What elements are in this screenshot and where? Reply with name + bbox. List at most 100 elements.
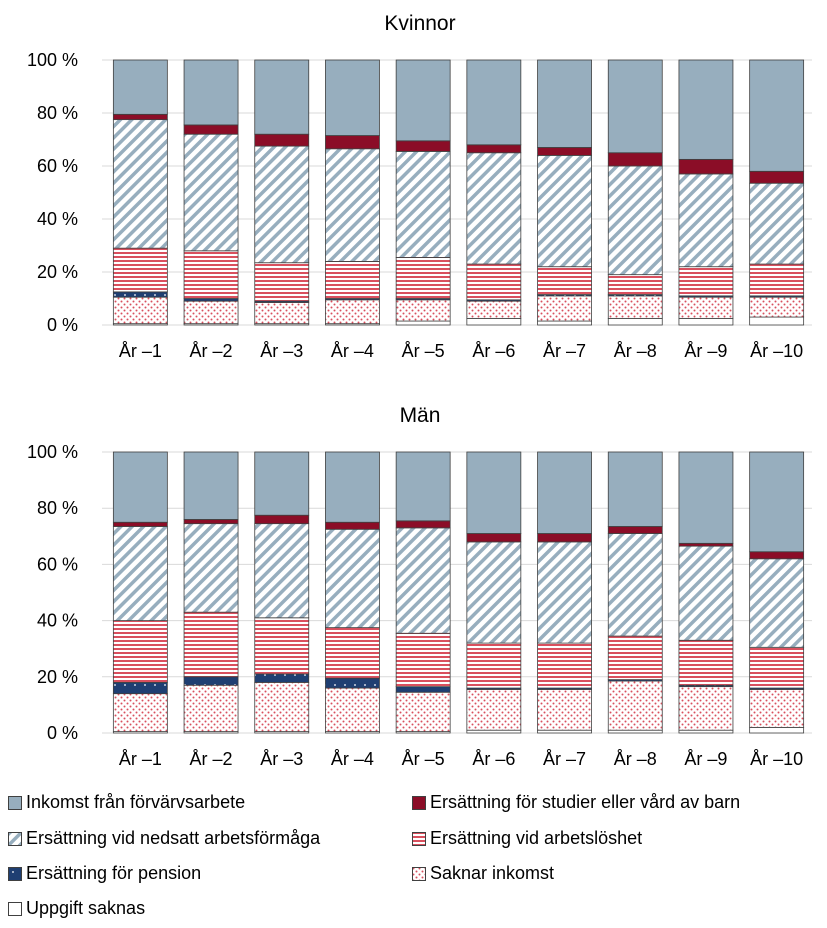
bar-segment-saknar (607, 295, 663, 319)
bar-segment-nedsatt (183, 133, 239, 252)
bar-segment-nedsatt (183, 523, 239, 613)
bar-segment-arbetsloshet (678, 639, 734, 686)
bar-segment-uppgift (607, 729, 663, 734)
bar-stack (254, 451, 310, 734)
y-tick-label: 0 % (47, 723, 78, 743)
bar-segment-uppgift (678, 317, 734, 326)
charts-svg: Kvinnor 0 % 20 % 40 % 60 % 80 % 100 % År –1 År… (27, 12, 812, 769)
x-tick-label: År –6 (472, 749, 515, 769)
x-tick-label: År –4 (331, 749, 374, 769)
y-tick-label: 80 % (37, 103, 78, 123)
y-tick-label: 100 % (27, 442, 78, 462)
bar-stack (678, 59, 734, 326)
legend-swatch-pension (8, 866, 22, 881)
bar-stack (395, 59, 451, 326)
bar-segment-studier (466, 533, 522, 543)
bar-segment-nedsatt (112, 526, 168, 622)
bar-segment-pension (254, 673, 310, 683)
bar-segment-studier (678, 542, 734, 547)
chart-title-kvinnor: Kvinnor (384, 12, 455, 35)
bar-segment-nedsatt (537, 541, 592, 644)
bar-segment-inkomst (112, 451, 168, 523)
x-tick-label: År –9 (684, 341, 727, 361)
x-tick-label: År –3 (260, 341, 303, 361)
y-tick-label: 60 % (37, 156, 78, 176)
x-tick-label: År –8 (614, 749, 657, 769)
bar-segment-studier (183, 124, 239, 135)
bar-stack (749, 59, 805, 326)
bar-segment-studier (749, 170, 805, 184)
bar-segment-saknar (325, 687, 380, 732)
bar-segment-arbetsloshet (466, 642, 522, 689)
bar-stack (183, 59, 239, 326)
bar-segment-inkomst (395, 59, 451, 142)
bar-segment-studier (678, 158, 734, 175)
bar-segment-arbetsloshet (537, 266, 592, 295)
legend-label: Ersättning vid nedsatt arbetsförmåga (26, 828, 321, 848)
bar-stack (537, 451, 592, 734)
bar-segment-nedsatt (678, 545, 734, 641)
bar-segment-studier (112, 113, 168, 121)
bar-segment-studier (537, 147, 592, 156)
bar-segment-nedsatt (749, 558, 805, 648)
bar-segment-studier (183, 519, 239, 525)
bar-segment-nedsatt (325, 528, 380, 629)
x-tick-label: År –7 (543, 749, 586, 769)
bar-stack (183, 451, 239, 734)
legend-label: Uppgift saknas (26, 898, 146, 918)
bar-segment-studier (325, 135, 380, 150)
x-tick-label: År –10 (750, 749, 803, 769)
bar-segment-saknar (537, 295, 592, 322)
bar-segment-inkomst (607, 59, 663, 154)
bar-segment-pension (325, 677, 380, 689)
bar-segment-saknar (678, 296, 734, 319)
bar-segment-uppgift (749, 316, 805, 326)
bar-stack (749, 451, 805, 734)
bar-segment-saknar (678, 686, 734, 731)
bar-segment-nedsatt (395, 527, 451, 634)
bar-segment-inkomst (749, 451, 805, 553)
bar-segment-arbetsloshet (395, 257, 451, 299)
bar-segment-pension (112, 682, 168, 695)
legend-swatch-uppgift (8, 901, 22, 916)
bar-segment-arbetsloshet (678, 266, 734, 297)
legend-item-studier: Ersättning för studier eller vård av bar… (412, 792, 740, 813)
y-tick-label: 20 % (37, 667, 78, 687)
bar-segment-saknar (254, 302, 310, 325)
bar-segment-arbetsloshet (325, 627, 380, 679)
bar-segment-arbetsloshet (183, 250, 239, 299)
bar-segment-inkomst (678, 59, 734, 160)
x-tick-label: År –9 (684, 749, 727, 769)
bar-segment-inkomst (466, 451, 522, 534)
bar-segment-inkomst (183, 59, 239, 126)
legend-swatch-studier (412, 795, 426, 810)
bar-segment-inkomst (607, 451, 663, 527)
bar-segment-inkomst (254, 451, 310, 516)
legend-swatch-saknar (412, 866, 426, 881)
bar-segment-nedsatt (678, 173, 734, 268)
bar-segment-pension (395, 686, 451, 693)
bar-stack (112, 451, 168, 734)
bar-stack (607, 59, 663, 326)
legend-item-inkomst: Inkomst från förvärvsarbete (8, 792, 245, 813)
bar-segment-nedsatt (466, 152, 522, 265)
legend-swatch-arbetsloshet (412, 831, 426, 846)
bar-stack (254, 59, 310, 326)
bar-segment-saknar (466, 689, 522, 731)
legend-label: Ersättning vid arbetslöshet (430, 828, 643, 848)
x-tick-label: År –1 (119, 749, 162, 769)
bar-segment-nedsatt (537, 154, 592, 268)
legend-label: Ersättning för pension (26, 863, 202, 883)
bar-segment-uppgift (607, 317, 663, 326)
bar-stack (537, 59, 592, 326)
bar-segment-saknar (112, 296, 168, 325)
y-tick-label: 40 % (37, 611, 78, 631)
bar-segment-inkomst (678, 451, 734, 544)
bar-segment-uppgift (466, 317, 522, 326)
bar-stack (466, 59, 522, 326)
bar-segment-studier (395, 140, 451, 152)
legend-item-arbetsloshet: Ersättning vid arbetslöshet (412, 828, 642, 849)
bar-segment-studier (466, 144, 522, 154)
bar-stack (466, 451, 522, 734)
